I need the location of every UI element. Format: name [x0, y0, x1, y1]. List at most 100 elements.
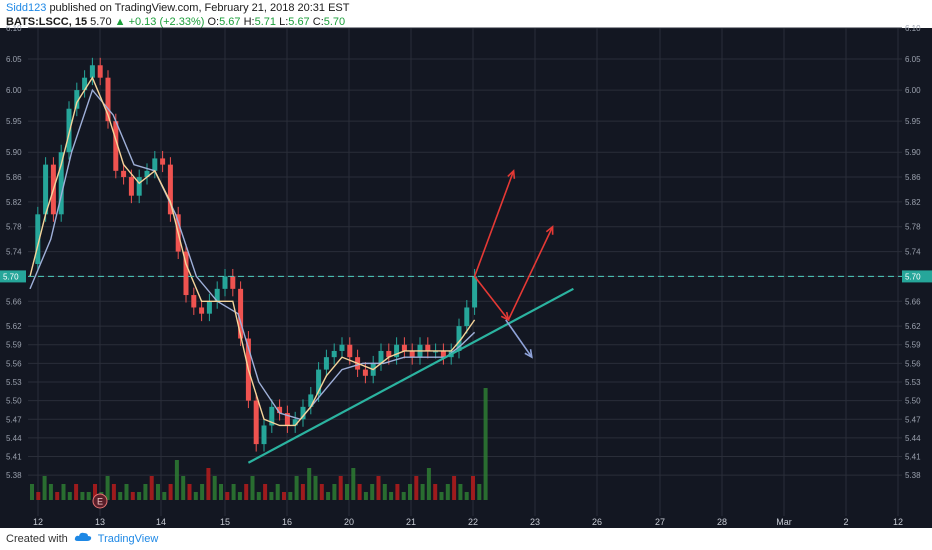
x-tick-label: 20: [344, 517, 354, 527]
volume-bar: [149, 476, 154, 500]
y-tick-label-left: 6.10: [6, 24, 22, 33]
candle-body: [43, 164, 49, 215]
x-tick-label: 23: [530, 517, 540, 527]
volume-bar: [408, 484, 412, 500]
y-tick-label-right: 6.10: [905, 24, 921, 33]
y-tick-label-left: 5.90: [6, 148, 22, 157]
volume-bar: [212, 476, 217, 500]
projection-arrow-down: [505, 319, 533, 358]
y-tick-label-left: 5.50: [6, 397, 22, 406]
volume-bar: [376, 476, 381, 500]
candle-body: [74, 90, 80, 109]
candle-body: [464, 307, 470, 327]
y-tick-label-left: 5.62: [6, 322, 22, 331]
candle-body: [113, 121, 119, 171]
candle-body: [394, 344, 400, 358]
candle-body: [331, 350, 337, 358]
price-tag-right: [902, 270, 932, 283]
ohlc-line: BATS:LSCC, 15 5.70 ▲ +0.13 (+2.33%) O:5.…: [6, 16, 345, 28]
y-tick-label-right: 5.66: [905, 297, 921, 306]
volume-bar: [288, 492, 293, 500]
projection-arrow-up: [473, 170, 515, 277]
y-tick-label-left: 5.74: [6, 248, 22, 257]
y-tick-label-left: 5.56: [6, 359, 22, 368]
y-tick-label-right: 5.82: [905, 198, 921, 207]
y-tick-label-right: 5.56: [905, 359, 921, 368]
volume-bar: [206, 468, 211, 500]
candle-body: [82, 77, 88, 91]
candle-body: [440, 350, 446, 358]
volume-bar: [193, 492, 198, 500]
close-label: C:: [312, 16, 324, 28]
last-price: 5.70: [90, 16, 112, 28]
candle-body: [128, 177, 134, 196]
volume-bar: [389, 492, 394, 500]
candle-body: [253, 400, 259, 445]
y-tick-label-right: 6.05: [905, 55, 921, 64]
volume-bar: [174, 460, 179, 500]
moving-average-fast: [29, 76, 476, 427]
candle-body: [238, 288, 244, 339]
y-tick-label-right: 5.95: [905, 117, 921, 126]
low-value: 5.67: [288, 16, 310, 28]
volume-bar: [219, 484, 223, 500]
created-with-text: Created with: [6, 532, 68, 545]
volume-bar: [55, 492, 60, 500]
projection-arrow-pullback: [473, 275, 510, 321]
y-tick-label-left: 5.66: [6, 297, 22, 306]
volume-bar: [67, 492, 72, 500]
volume-bar: [452, 476, 457, 500]
candle-body: [144, 170, 150, 178]
volume-bar: [74, 484, 79, 500]
x-tick-label: 2: [843, 517, 848, 527]
candle-body: [472, 276, 478, 308]
close-value: 5.70: [323, 16, 346, 28]
symbol-label: BATS:LSCC, 15: [6, 16, 88, 28]
volume-bar: [118, 492, 123, 500]
change-value: ▲ +0.13 (+2.33%): [114, 16, 205, 28]
author-link[interactable]: Sidd123: [6, 2, 47, 14]
high-label: H:: [243, 16, 255, 28]
open-label: O:: [207, 16, 220, 28]
volume-bar: [345, 484, 349, 500]
x-tick-label: 13: [95, 517, 105, 527]
y-tick-label-left: 6.00: [6, 86, 22, 95]
volume-bar: [338, 476, 343, 500]
volume-bar: [363, 492, 368, 500]
x-tick-label: 12: [893, 517, 903, 527]
candle-body: [152, 158, 158, 171]
tradingview-link[interactable]: TradingView: [97, 532, 159, 545]
x-tick-label: 21: [406, 517, 416, 527]
candle-body: [316, 369, 322, 395]
candle-body: [160, 158, 166, 165]
y-tick-label-right: 5.59: [905, 341, 921, 350]
y-tick-label-left: 5.95: [6, 117, 22, 126]
y-tick-label-right: 5.62: [905, 322, 921, 331]
y-tick-label-left: 5.44: [6, 434, 22, 443]
projection-arrow-up-head: [507, 169, 516, 179]
candle-body: [214, 288, 220, 302]
y-tick-label-right: 5.74: [905, 248, 921, 257]
y-tick-label-right: 5.78: [905, 223, 921, 232]
y-tick-label-left: 5.86: [6, 173, 22, 182]
candle-body: [206, 301, 212, 314]
open-value: 5.67: [219, 16, 241, 28]
y-tick-label-right: 5.44: [905, 434, 921, 443]
volume-bar: [244, 484, 249, 500]
volume-bar: [395, 484, 400, 500]
candle-body: [97, 65, 103, 78]
earnings-marker-label: E: [97, 497, 103, 507]
volume-bar: [414, 476, 419, 500]
volume-bar: [458, 484, 463, 500]
volume-bar: [86, 492, 91, 500]
projection-arrow-bounce-head: [545, 225, 554, 235]
price-tag-left: [0, 270, 26, 283]
candle-body: [230, 276, 236, 289]
volume-bar: [42, 476, 47, 500]
candle-body: [339, 344, 345, 351]
candle-body: [191, 295, 197, 308]
publish-line: Sidd123 published on TradingView.com, Fe…: [6, 2, 349, 14]
volume-bar: [401, 492, 406, 500]
candle-body: [323, 357, 329, 370]
